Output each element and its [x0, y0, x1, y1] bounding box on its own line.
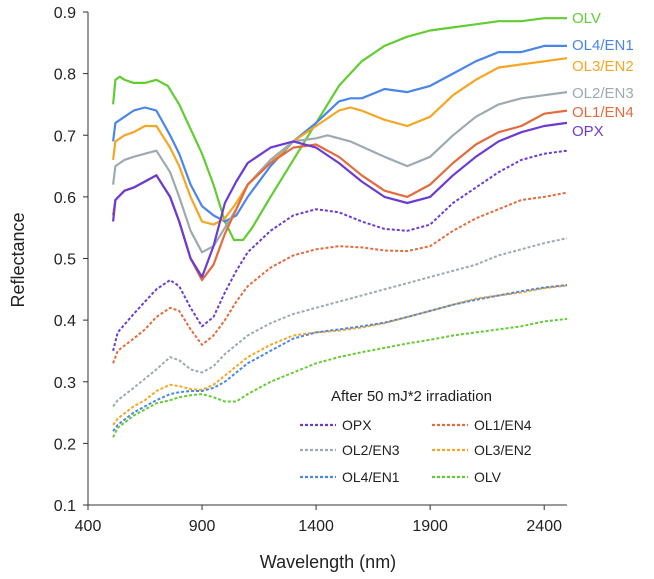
- y-tick-label: 0.6: [54, 190, 76, 207]
- series-line-ol4-en1-dashed: [112, 284, 568, 432]
- legend-label: OL3/EN2: [474, 442, 532, 458]
- legend-label: OLV: [474, 469, 502, 485]
- x-tick-label: 1400: [298, 518, 334, 535]
- legend-label: OL1/EN4: [474, 417, 532, 433]
- series-line-ol3-en2-dashed: [112, 284, 568, 426]
- end-label: OL4/EN1: [572, 37, 634, 54]
- series-line-ol4-en1-solid: [112, 44, 567, 223]
- x-axis-title: Wavelength (nm): [260, 552, 396, 572]
- end-label: OL2/EN3: [572, 85, 634, 102]
- end-label: OL3/EN2: [572, 58, 634, 75]
- legend-title: After 50 mJ*2 irradiation: [331, 388, 492, 405]
- series-line-opx-dashed: [112, 149, 568, 352]
- y-tick-label: 0.7: [54, 128, 76, 145]
- series-line-ol2-en3-solid: [112, 91, 568, 254]
- axes-layer: 0.1 0.2 0.3 0.4 0.5 0.6 0.7 0.8 0.9 400 900 1400 190…: [54, 5, 567, 535]
- y-tick-label: 0.9: [54, 5, 76, 22]
- series-line-olv-dashed: [112, 317, 568, 438]
- series-line-ol1-en4-dashed: [112, 191, 568, 364]
- end-label: OLV: [572, 10, 601, 27]
- legend-label: OPX: [342, 417, 372, 433]
- series-line-ol2-en3-dashed: [112, 237, 568, 407]
- end-labels: OLV OL4/EN1 OL3/EN2 OL2/EN3 OL1/EN4 OPX: [572, 10, 634, 140]
- y-tick-label: 0.2: [54, 436, 76, 453]
- end-label: OPX: [572, 123, 604, 140]
- series-layer: [112, 17, 568, 438]
- y-tick-label: 0.3: [54, 375, 76, 392]
- y-tick-label: 0.1: [54, 498, 76, 515]
- y-tick-label: 0.8: [54, 67, 76, 84]
- legend-label: OL2/EN3: [342, 442, 400, 458]
- y-axis-title: Reflectance: [8, 212, 28, 307]
- legend-label: OL4/EN1: [342, 469, 400, 485]
- series-line-opx-solid: [112, 121, 568, 279]
- x-tick-label: 400: [75, 518, 102, 535]
- x-tick-label: 1900: [412, 518, 448, 535]
- y-tick-label: 0.4: [54, 313, 76, 330]
- x-tick-label: 2400: [526, 518, 562, 535]
- end-label: OL1/EN4: [572, 104, 634, 121]
- legend: OPX OL1/EN4 OL2/EN3 OL3/EN2 OL4/EN1 OLV: [300, 417, 532, 485]
- x-tick-label: 900: [189, 518, 216, 535]
- y-tick-label: 0.5: [54, 252, 76, 269]
- series-line-olv-solid: [112, 17, 567, 242]
